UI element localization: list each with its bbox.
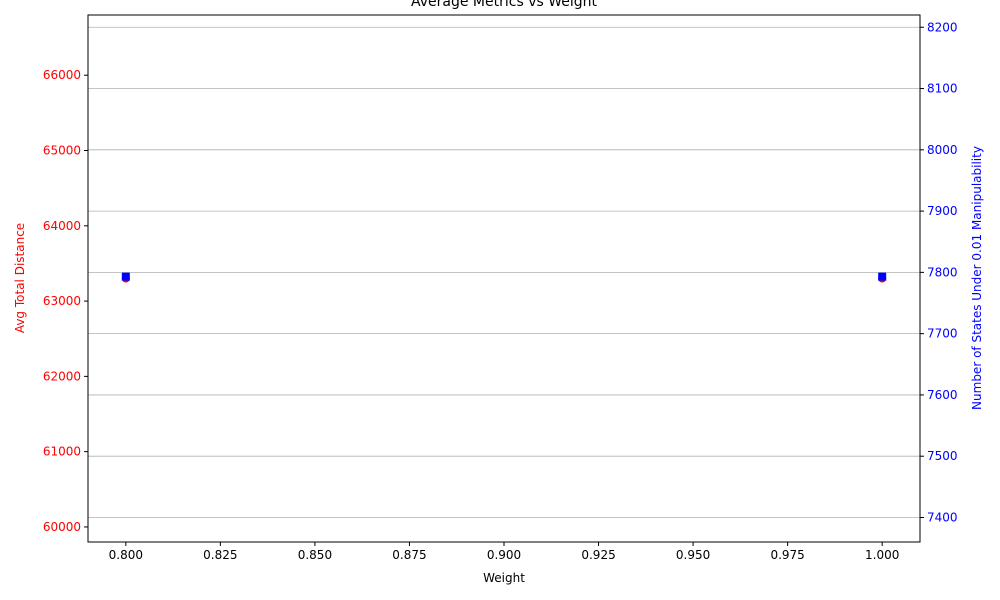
right-tick-label: 7900: [927, 204, 958, 218]
right-tick-label: 7800: [927, 265, 958, 279]
grid-lines: [88, 26, 920, 518]
right-series-point: [121, 272, 130, 281]
right-tick-label: 7400: [927, 510, 958, 524]
right-tick-label: 8100: [927, 82, 958, 96]
x-tick-label: 1.000: [865, 548, 899, 562]
right-axis-title: Number of States Under 0.01 Manipulabili…: [970, 146, 984, 410]
left-axis-title: Avg Total Distance: [13, 223, 27, 333]
left-tick-label: 63000: [43, 294, 81, 308]
x-tick-label: 0.825: [203, 548, 237, 562]
chart-title: Average Metrics vs Weight: [411, 0, 598, 10]
left-tick-label: 65000: [43, 144, 81, 158]
right-tick-label: 8000: [927, 143, 958, 157]
x-tick-label: 0.850: [298, 548, 332, 562]
right-tick-label: 7600: [927, 388, 958, 402]
x-tick-label: 0.975: [770, 548, 804, 562]
right-tick-label: 7500: [927, 449, 958, 463]
x-tick-label: 0.950: [676, 548, 710, 562]
plot-frame: [87, 14, 921, 543]
right-tick-label: 8200: [927, 20, 958, 34]
x-tick-label: 0.900: [487, 548, 521, 562]
right-tick-label: 7700: [927, 327, 958, 341]
left-tick-label: 61000: [43, 445, 81, 459]
left-tick-label: 62000: [43, 369, 81, 383]
x-tick-label: 0.875: [392, 548, 426, 562]
left-tick-label: 60000: [43, 520, 81, 534]
left-axis-ticks: 60000 61000 62000 63000 64000 65000 66000: [43, 68, 88, 534]
left-tick-label: 64000: [43, 219, 81, 233]
right-series-point: [878, 272, 887, 281]
left-tick-label: 66000: [43, 68, 81, 82]
right-axis-ticks: 7400 7500 7600 7700 7800 7900 8000 8100 8200: [920, 20, 958, 524]
x-tick-label: 0.925: [581, 548, 615, 562]
data-markers: [121, 272, 887, 283]
x-axis-ticks: 0.800 0.825 0.850 0.875 0.900 0.925 0.950 0.975…: [109, 542, 899, 562]
x-axis-title: Weight: [483, 571, 525, 585]
x-tick-label: 0.800: [109, 548, 143, 562]
